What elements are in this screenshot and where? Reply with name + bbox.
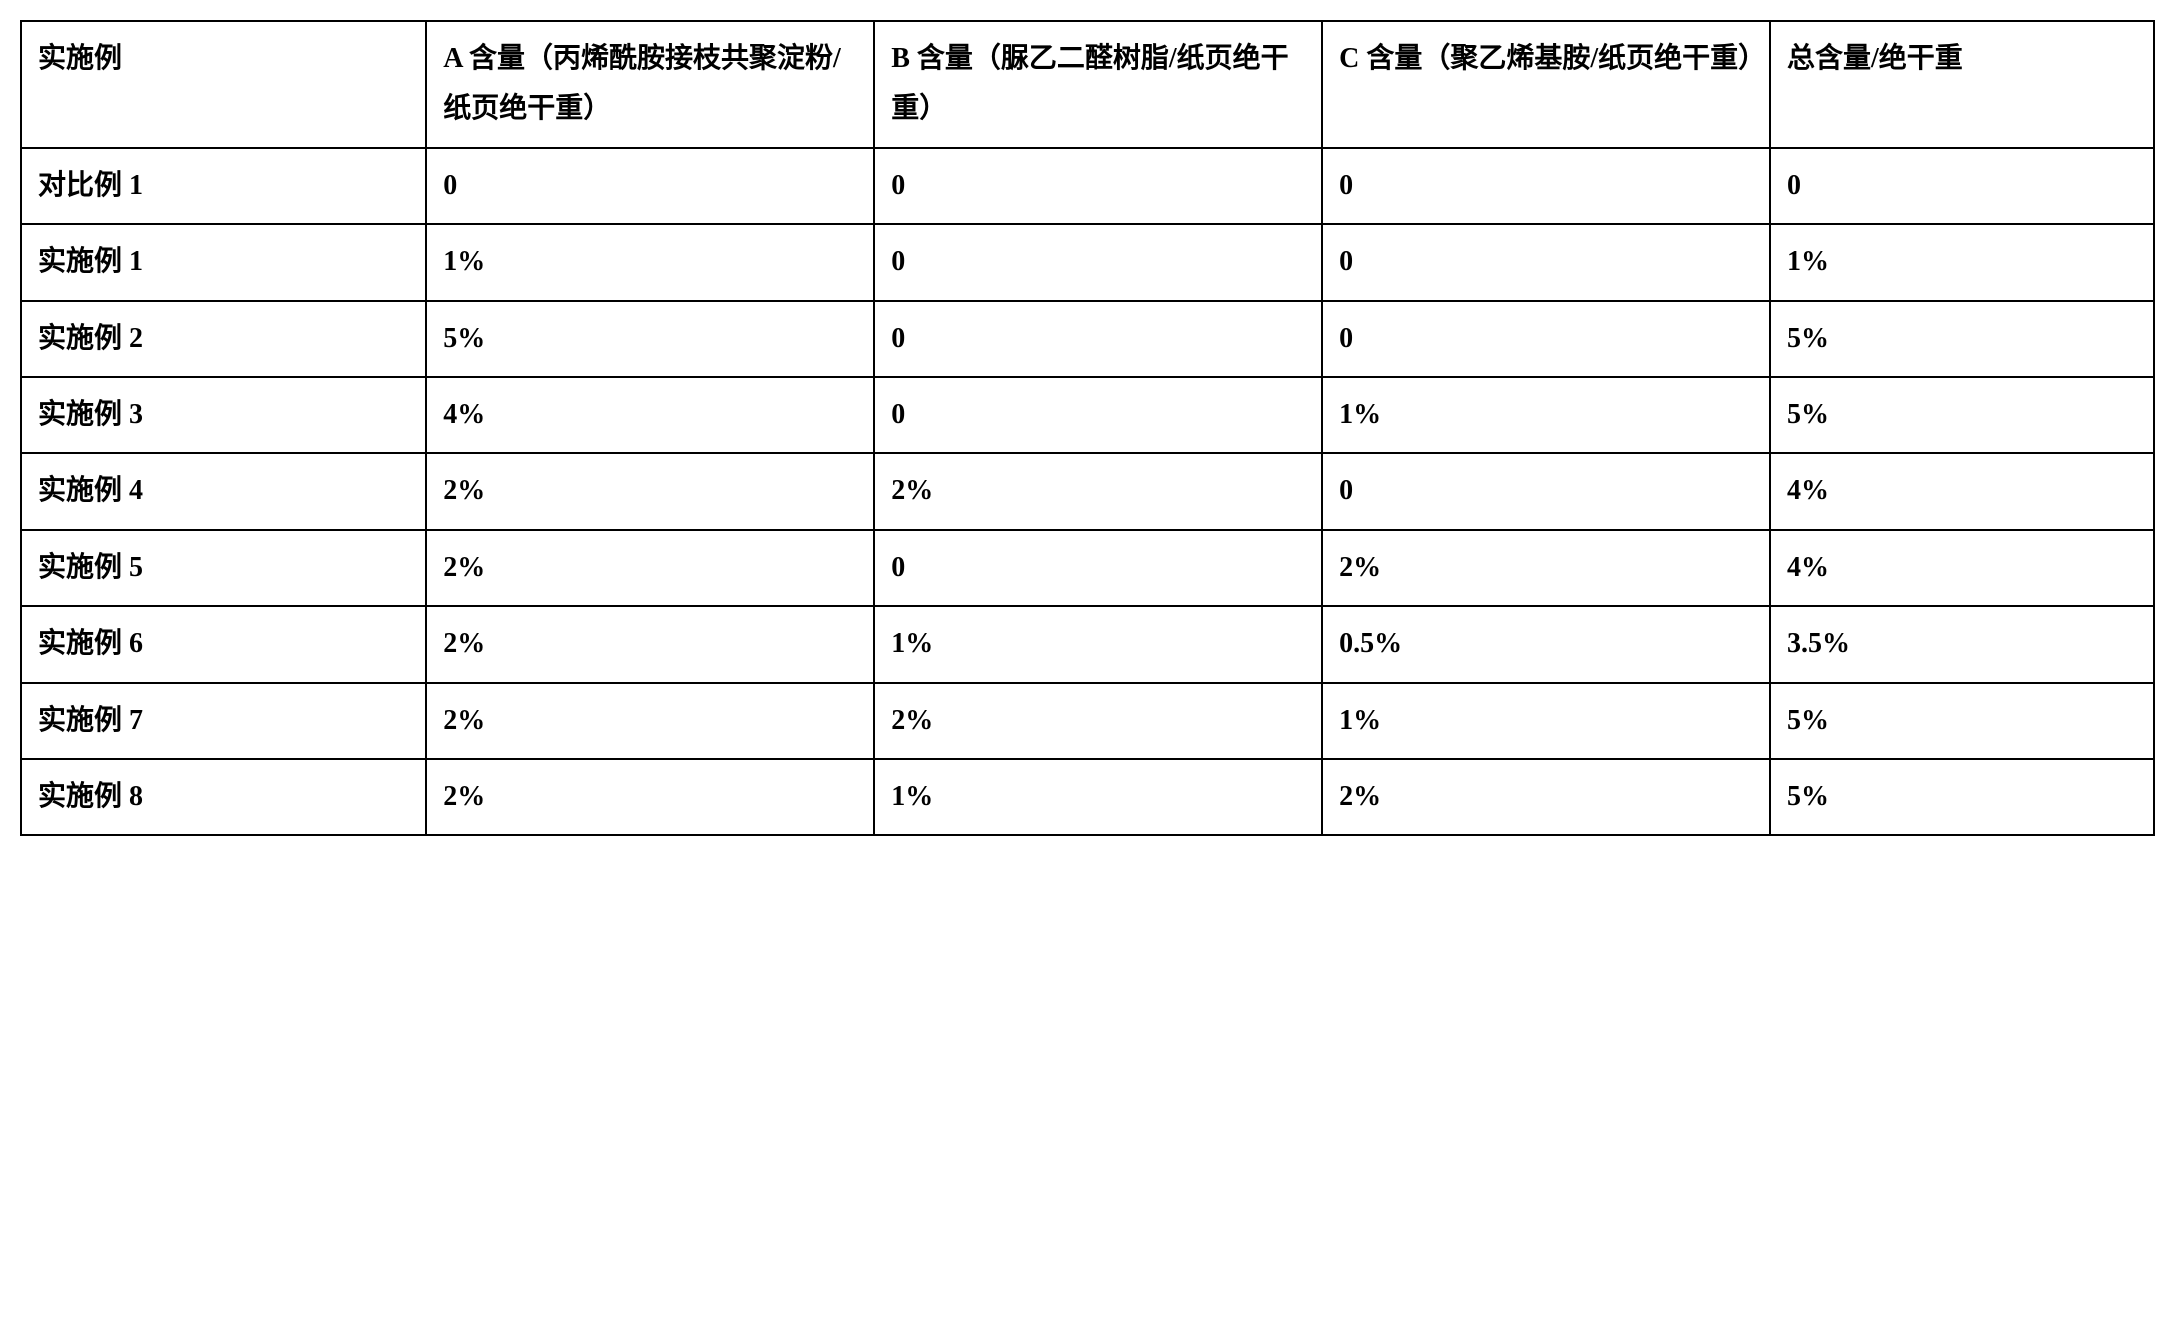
row-a-value: 4%: [426, 377, 874, 453]
row-c-value: 1%: [1322, 377, 1770, 453]
row-label: 实施例 3: [21, 377, 426, 453]
row-b-value: 0: [874, 224, 1322, 300]
row-total-value: 5%: [1770, 377, 2154, 453]
row-a-value: 5%: [426, 301, 874, 377]
row-c-value: 2%: [1322, 530, 1770, 606]
table-row: 实施例 6 2% 1% 0.5% 3.5%: [21, 606, 2154, 682]
header-example: 实施例: [21, 21, 426, 148]
row-total-value: 4%: [1770, 530, 2154, 606]
row-label: 实施例 7: [21, 683, 426, 759]
header-total-content: 总含量/绝干重: [1770, 21, 2154, 148]
row-a-value: 2%: [426, 759, 874, 835]
table-header-row: 实施例 A 含量（丙烯酰胺接枝共聚淀粉/纸页绝干重） B 含量（脲乙二醛树脂/纸…: [21, 21, 2154, 148]
row-a-value: 2%: [426, 530, 874, 606]
table-body: 对比例 1 0 0 0 0 实施例 1 1% 0 0 1% 实施例 2 5% 0…: [21, 148, 2154, 836]
table-row: 实施例 1 1% 0 0 1%: [21, 224, 2154, 300]
row-total-value: 5%: [1770, 759, 2154, 835]
row-a-value: 2%: [426, 606, 874, 682]
row-label: 实施例 4: [21, 453, 426, 529]
row-total-value: 1%: [1770, 224, 2154, 300]
row-c-value: 0: [1322, 224, 1770, 300]
row-c-value: 0: [1322, 453, 1770, 529]
row-c-value: 0.5%: [1322, 606, 1770, 682]
header-b-content: B 含量（脲乙二醛树脂/纸页绝干重）: [874, 21, 1322, 148]
row-a-value: 1%: [426, 224, 874, 300]
row-label: 对比例 1: [21, 148, 426, 224]
row-a-value: 0: [426, 148, 874, 224]
table-row: 实施例 4 2% 2% 0 4%: [21, 453, 2154, 529]
table-row: 实施例 5 2% 0 2% 4%: [21, 530, 2154, 606]
row-c-value: 1%: [1322, 683, 1770, 759]
row-a-value: 2%: [426, 453, 874, 529]
row-a-value: 2%: [426, 683, 874, 759]
row-total-value: 4%: [1770, 453, 2154, 529]
row-total-value: 3.5%: [1770, 606, 2154, 682]
row-b-value: 1%: [874, 606, 1322, 682]
row-label: 实施例 6: [21, 606, 426, 682]
row-b-value: 1%: [874, 759, 1322, 835]
table-row: 实施例 8 2% 1% 2% 5%: [21, 759, 2154, 835]
row-b-value: 2%: [874, 453, 1322, 529]
row-b-value: 0: [874, 148, 1322, 224]
row-total-value: 5%: [1770, 301, 2154, 377]
row-label: 实施例 2: [21, 301, 426, 377]
table-row: 对比例 1 0 0 0 0: [21, 148, 2154, 224]
row-b-value: 2%: [874, 683, 1322, 759]
row-total-value: 5%: [1770, 683, 2154, 759]
header-a-content: A 含量（丙烯酰胺接枝共聚淀粉/纸页绝干重）: [426, 21, 874, 148]
row-label: 实施例 5: [21, 530, 426, 606]
row-c-value: 0: [1322, 148, 1770, 224]
row-c-value: 2%: [1322, 759, 1770, 835]
row-c-value: 0: [1322, 301, 1770, 377]
row-label: 实施例 1: [21, 224, 426, 300]
header-c-content: C 含量（聚乙烯基胺/纸页绝干重）: [1322, 21, 1770, 148]
row-label: 实施例 8: [21, 759, 426, 835]
table-row: 实施例 3 4% 0 1% 5%: [21, 377, 2154, 453]
table-row: 实施例 7 2% 2% 1% 5%: [21, 683, 2154, 759]
row-b-value: 0: [874, 377, 1322, 453]
data-table: 实施例 A 含量（丙烯酰胺接枝共聚淀粉/纸页绝干重） B 含量（脲乙二醛树脂/纸…: [20, 20, 2155, 836]
table-row: 实施例 2 5% 0 0 5%: [21, 301, 2154, 377]
row-b-value: 0: [874, 301, 1322, 377]
row-b-value: 0: [874, 530, 1322, 606]
row-total-value: 0: [1770, 148, 2154, 224]
